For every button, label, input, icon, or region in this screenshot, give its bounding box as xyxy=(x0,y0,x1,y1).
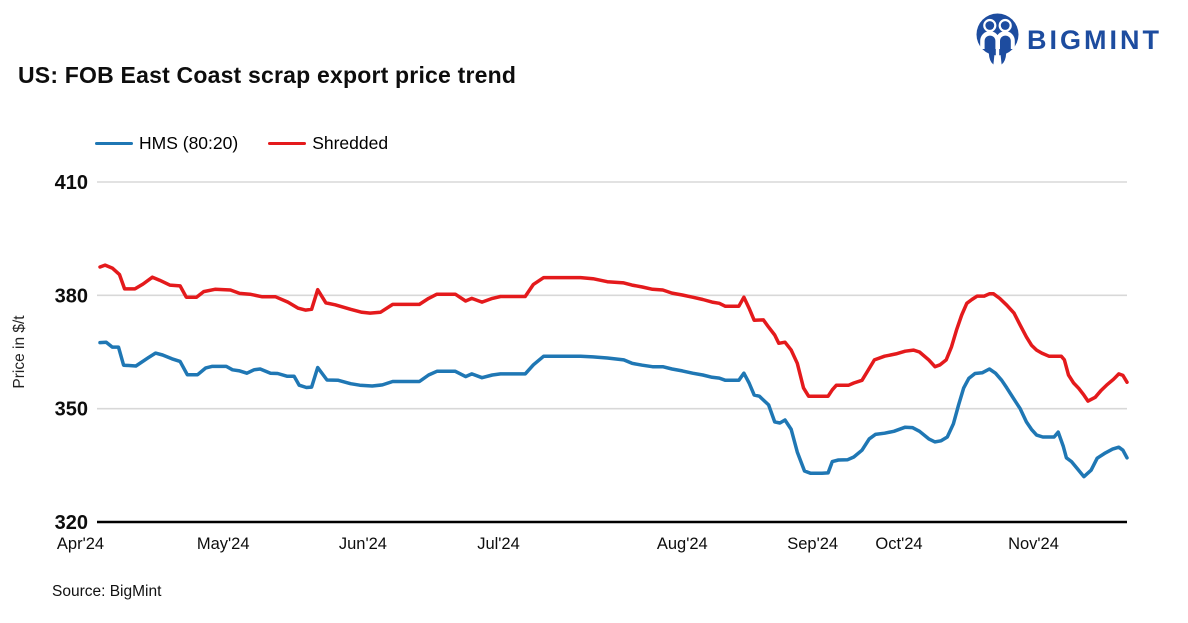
source-note: Source: BigMint xyxy=(52,583,162,600)
y-tick-label: 410 xyxy=(55,172,88,194)
legend-swatch-hms-icon xyxy=(95,141,133,146)
x-tick-label: Apr'24 xyxy=(57,535,104,553)
bigmint-logo-text: BIGMINT xyxy=(1027,24,1162,55)
x-tick-label: Sep'24 xyxy=(787,535,838,553)
x-tick-label: Jun'24 xyxy=(339,535,387,553)
legend-item-shredded: Shredded xyxy=(268,133,388,154)
y-tick-label: 380 xyxy=(55,285,88,307)
legend-label-shredded: Shredded xyxy=(312,133,389,153)
x-tick-label: Nov'24 xyxy=(1008,535,1059,553)
y-tick-label: 320 xyxy=(55,512,88,534)
y-tick-label: 350 xyxy=(55,399,88,421)
legend-swatch-shredded-icon xyxy=(268,141,307,146)
bigmint-logo-icon xyxy=(976,13,1019,65)
x-tick-label: Oct'24 xyxy=(875,535,922,553)
series-line-0 xyxy=(98,340,1129,479)
x-tick-label: Jul'24 xyxy=(477,535,520,553)
legend-item-hms: HMS (80:20) xyxy=(95,133,238,154)
bigmint-logo: BIGMINT xyxy=(975,13,1162,67)
series-line-1 xyxy=(98,263,1129,403)
legend: HMS (80:20) Shredded xyxy=(95,133,388,154)
legend-label-hms: HMS (80:20) xyxy=(139,133,239,153)
page-title: US: FOB East Coast scrap export price tr… xyxy=(18,62,517,88)
x-tick-label: May'24 xyxy=(197,535,250,553)
y-axis-title: Price in $/t xyxy=(11,315,28,389)
x-tick-label: Aug'24 xyxy=(657,535,708,553)
